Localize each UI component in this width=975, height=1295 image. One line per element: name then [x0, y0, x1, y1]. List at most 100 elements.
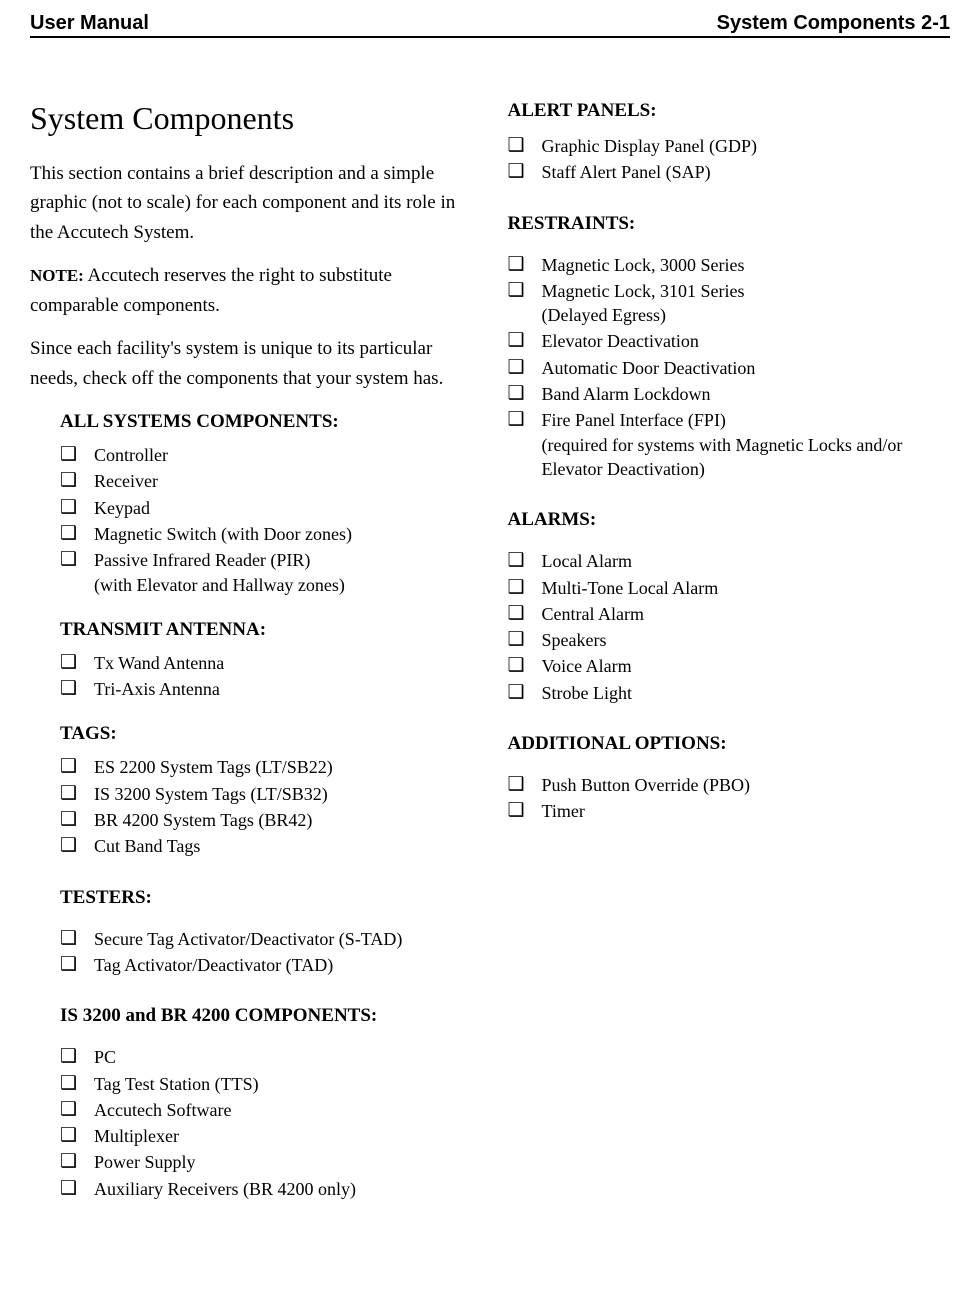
checklist-item[interactable]: Auxiliary Receivers (BR 4200 only) — [60, 1177, 473, 1201]
checklist-item[interactable]: Multiplexer — [60, 1124, 473, 1148]
item-label: Multi-Tone Local Alarm — [542, 578, 719, 598]
checklist-item[interactable]: Passive Infrared Reader (PIR) (with Eleva… — [60, 548, 473, 597]
checklist-item[interactable]: Tag Test Station (TTS) — [60, 1072, 473, 1096]
item-label: Elevator Deactivation — [542, 331, 699, 351]
checklist-item[interactable]: Magnetic Switch (with Door zones) — [60, 522, 473, 546]
item-label: Magnetic Switch (with Door zones) — [94, 524, 352, 544]
item-label: Passive Infrared Reader (PIR) — [94, 550, 310, 570]
section-heading: TAGS: — [60, 723, 473, 745]
header-right: System Components 2-1 — [717, 12, 950, 35]
item-label: Voice Alarm — [542, 656, 632, 676]
checklist-item[interactable]: Accutech Software — [60, 1098, 473, 1122]
intro-paragraph: This section contains a brief descriptio… — [30, 159, 473, 247]
checklist-item[interactable]: Tag Activator/Deactivator (TAD) — [60, 953, 473, 977]
checklist-item[interactable]: ES 2200 System Tags (LT/SB22) — [60, 755, 473, 779]
item-label: Keypad — [94, 498, 150, 518]
section-heading: IS 3200 and BR 4200 COMPONENTS: — [60, 1005, 473, 1027]
right-column: ALERT PANELS: Graphic Display Panel (GDP… — [508, 100, 951, 1223]
item-label: BR 4200 System Tags (BR42) — [94, 810, 312, 830]
checklist-item[interactable]: PC — [60, 1045, 473, 1069]
checklist-item[interactable]: Voice Alarm — [508, 654, 951, 678]
checklist-item[interactable]: Tri-Axis Antenna — [60, 677, 473, 701]
section-heading: ALL SYSTEMS COMPONENTS: — [60, 411, 473, 433]
item-label: ES 2200 System Tags (LT/SB22) — [94, 757, 333, 777]
checklist: Magnetic Lock, 3000 Series Magnetic Lock… — [508, 253, 951, 482]
checklist-item[interactable]: Automatic Door Deactivation — [508, 356, 951, 380]
item-subtext: (required for systems with Magnetic Lock… — [542, 433, 951, 482]
checklist: PC Tag Test Station (TTS) Accutech Softw… — [60, 1045, 473, 1201]
checklist-item[interactable]: Strobe Light — [508, 681, 951, 705]
checklist: Local Alarm Multi-Tone Local Alarm Centr… — [508, 549, 951, 705]
checklist-item[interactable]: Graphic Display Panel (GDP) — [508, 134, 951, 158]
item-subtext: (Delayed Egress) — [542, 303, 951, 327]
item-label: Band Alarm Lockdown — [542, 384, 711, 404]
item-label: Controller — [94, 445, 168, 465]
item-label: Tag Test Station (TTS) — [94, 1074, 259, 1094]
section-heading: ALERT PANELS: — [508, 100, 951, 122]
item-label: Magnetic Lock, 3000 Series — [542, 255, 745, 275]
item-label: Multiplexer — [94, 1126, 179, 1146]
checklist-item[interactable]: Receiver — [60, 469, 473, 493]
checklist: ES 2200 System Tags (LT/SB22) IS 3200 Sy… — [60, 755, 473, 858]
checklist-item[interactable]: Push Button Override (PBO) — [508, 773, 951, 797]
item-label: Staff Alert Panel (SAP) — [542, 162, 711, 182]
content-columns: System Components This section contains … — [30, 100, 950, 1223]
item-label: Receiver — [94, 471, 158, 491]
item-label: Automatic Door Deactivation — [542, 358, 756, 378]
checklist-item[interactable]: Elevator Deactivation — [508, 329, 951, 353]
item-label: Tri-Axis Antenna — [94, 679, 220, 699]
checklist-item[interactable]: Magnetic Lock, 3101 Series(Delayed Egres… — [508, 279, 951, 328]
checklist-item[interactable]: Central Alarm — [508, 602, 951, 626]
item-label: Magnetic Lock, 3101 Series — [542, 281, 745, 301]
checklist-item[interactable]: Magnetic Lock, 3000 Series — [508, 253, 951, 277]
page-title: System Components — [30, 100, 473, 137]
item-label: Tx Wand Antenna — [94, 653, 224, 673]
note-paragraph: NOTE: Accutech reserves the right to sub… — [30, 261, 473, 320]
checklist-item[interactable]: Power Supply — [60, 1150, 473, 1174]
intro2-paragraph: Since each facility's system is unique t… — [30, 334, 473, 393]
checklist-item[interactable]: Fire Panel Interface (FPI) (required for … — [508, 408, 951, 481]
section-heading: ALARMS: — [508, 509, 951, 531]
item-label: Speakers — [542, 630, 607, 650]
checklist-item[interactable]: Speakers — [508, 628, 951, 652]
checklist-item[interactable]: Band Alarm Lockdown — [508, 382, 951, 406]
checklist-item[interactable]: Local Alarm — [508, 549, 951, 573]
checklist-item[interactable]: Cut Band Tags — [60, 834, 473, 858]
checklist-item[interactable]: Controller — [60, 443, 473, 467]
item-label: Auxiliary Receivers (BR 4200 only) — [94, 1179, 356, 1199]
checklist-item[interactable]: Secure Tag Activator/Deactivator (S-TAD) — [60, 927, 473, 951]
item-label: Local Alarm — [542, 551, 632, 571]
item-label: Fire Panel Interface (FPI) — [542, 410, 726, 430]
item-label: Strobe Light — [542, 683, 633, 703]
page-header: User Manual System Components 2-1 — [30, 12, 950, 38]
section-heading: TRANSMIT ANTENNA: — [60, 619, 473, 641]
section-heading: TESTERS: — [60, 887, 473, 909]
item-label: Accutech Software — [94, 1100, 231, 1120]
item-label: Timer — [542, 801, 585, 821]
checklist-item[interactable]: Staff Alert Panel (SAP) — [508, 160, 951, 184]
item-label: IS 3200 System Tags (LT/SB32) — [94, 784, 328, 804]
checklist: Secure Tag Activator/Deactivator (S-TAD)… — [60, 927, 473, 978]
checklist: Push Button Override (PBO) Timer — [508, 773, 951, 824]
heading-text: TESTERS: — [60, 887, 152, 908]
item-label: Cut Band Tags — [94, 836, 200, 856]
item-label: Tag Activator/Deactivator (TAD) — [94, 955, 333, 975]
item-subtext: (with Elevator and Hallway zones) — [94, 573, 473, 597]
checklist-item[interactable]: Timer — [508, 799, 951, 823]
checklist-item[interactable]: BR 4200 System Tags (BR42) — [60, 808, 473, 832]
checklist-item[interactable]: IS 3200 System Tags (LT/SB32) — [60, 782, 473, 806]
header-left: User Manual — [30, 12, 149, 35]
checklist-item[interactable]: Keypad — [60, 496, 473, 520]
note-label: NOTE: — [30, 266, 84, 285]
item-label: Graphic Display Panel (GDP) — [542, 136, 757, 156]
note-text: Accutech reserves the right to substitut… — [30, 265, 392, 315]
checklist-item[interactable]: Multi-Tone Local Alarm — [508, 576, 951, 600]
section-heading: ADDITIONAL OPTIONS: — [508, 733, 951, 755]
checklist-item[interactable]: Tx Wand Antenna — [60, 651, 473, 675]
left-column: System Components This section contains … — [30, 100, 473, 1223]
checklist: Tx Wand Antenna Tri-Axis Antenna — [60, 651, 473, 702]
item-label: Power Supply — [94, 1152, 196, 1172]
checklist: Controller Receiver Keypad Magnetic Swit… — [60, 443, 473, 597]
section-heading: RESTRAINTS: — [508, 213, 951, 235]
checklist: Graphic Display Panel (GDP) Staff Alert … — [508, 134, 951, 185]
